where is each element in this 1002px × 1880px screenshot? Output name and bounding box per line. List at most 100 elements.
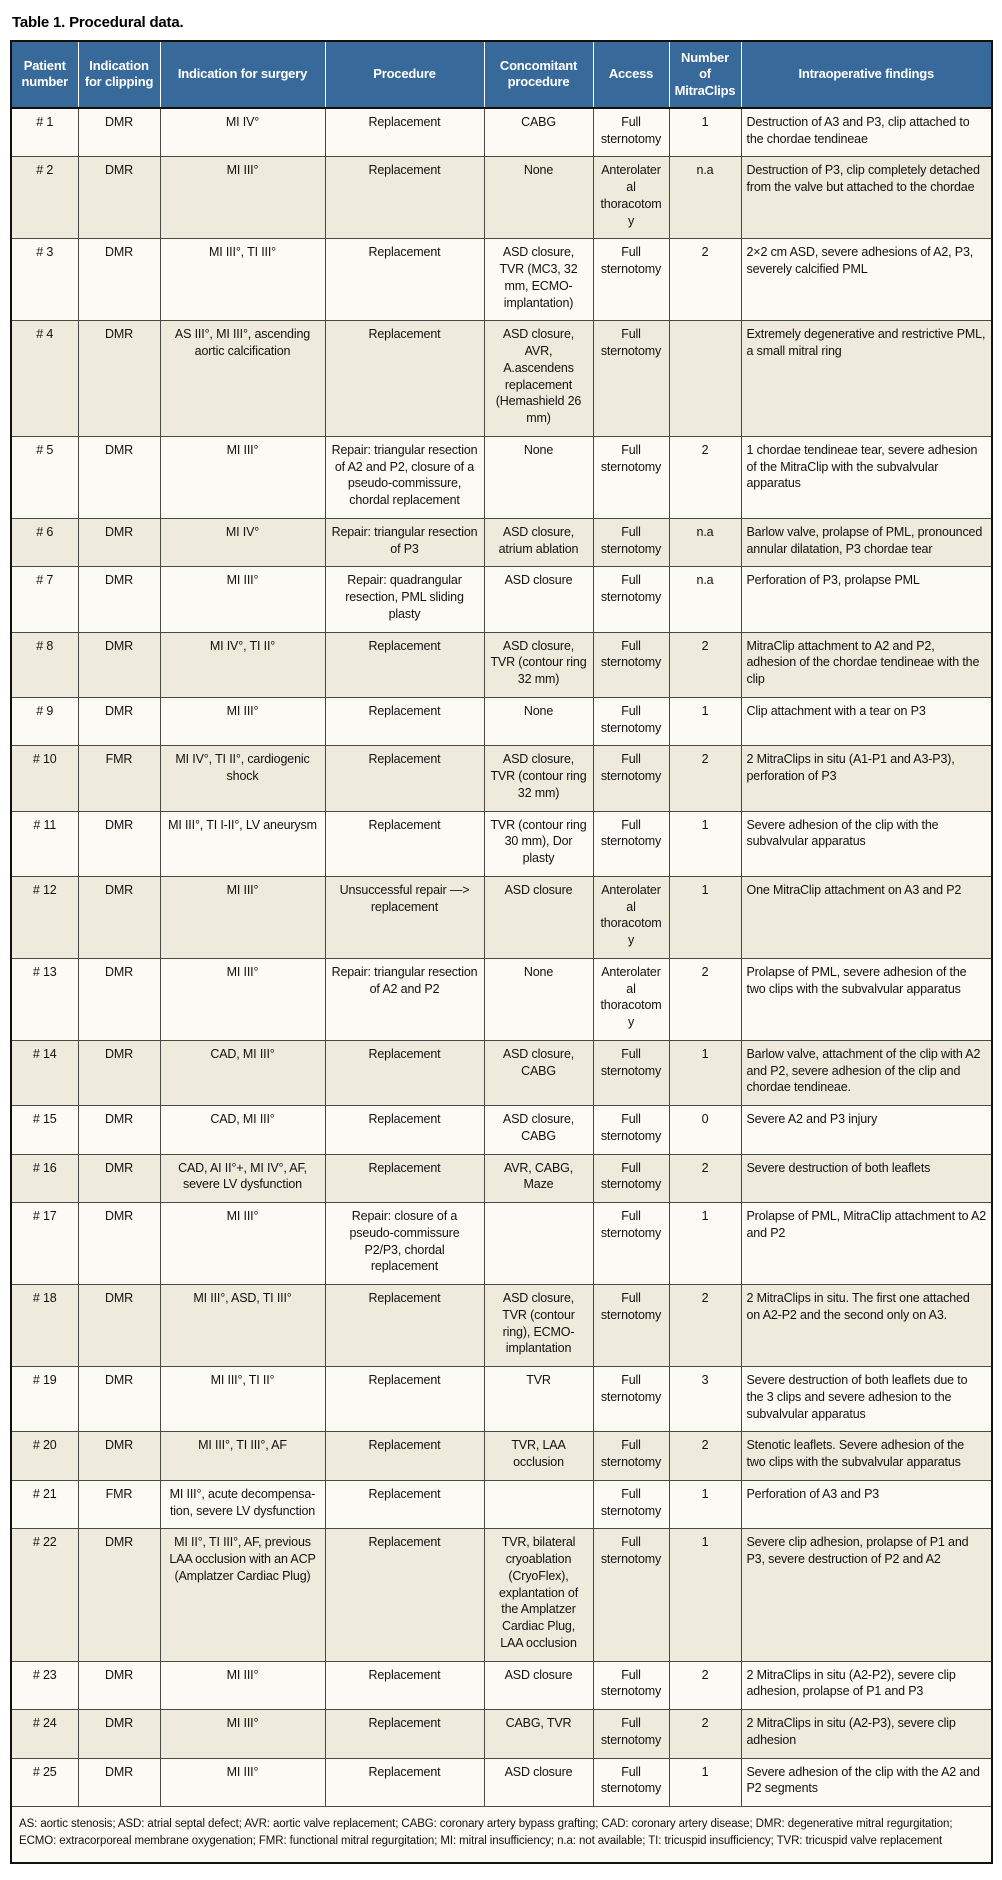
cell-number-of-mitraclips: 3 <box>668 1365 742 1433</box>
cell-patient-number: # 15 <box>10 1105 79 1155</box>
cell-concomitant-procedure: ASD closure, TVR (MC3, 32 mm, ECMO-impla… <box>483 238 594 322</box>
table-row: # 10 FMR MI IV°, TI II°, cardiogenic shock… <box>10 745 993 812</box>
cell-concomitant-procedure: None <box>483 435 594 519</box>
cell-indication-for-clipping: DMR <box>77 1757 161 1807</box>
cell-number-of-mitraclips: 2 <box>668 1153 742 1203</box>
cell-access: Full sternotomy <box>592 238 670 322</box>
cell-access: Full sternotomy <box>592 1039 670 1107</box>
cell-concomitant-procedure: CABG, TVR <box>483 1709 594 1759</box>
cell-intraoperative-findings: 1 chordae tendineae tear, severe adhesio… <box>740 435 993 519</box>
cell-indication-for-clipping: DMR <box>77 875 161 959</box>
cell-access: Full sternotomy <box>592 1431 670 1481</box>
cell-indication-for-surgery: MI III°, TI III° <box>159 238 326 322</box>
cell-indication-for-surgery: MI III° <box>159 1757 326 1807</box>
table-row: # 4 DMR AS III°, MI III°, ascending aortic… <box>10 320 993 437</box>
cell-patient-number: # 6 <box>10 517 79 568</box>
cell-procedure: Replacement <box>324 1039 485 1107</box>
cell-access: Full sternotomy <box>592 320 670 437</box>
cell-number-of-mitraclips: 2 <box>668 1660 742 1710</box>
cell-procedure: Replacement <box>324 631 485 698</box>
cell-procedure: Replacement <box>324 238 485 322</box>
cell-patient-number: # 24 <box>10 1709 79 1759</box>
cell-number-of-mitraclips <box>668 320 742 437</box>
cell-indication-for-surgery: CAD, MI III° <box>159 1105 326 1155</box>
table-row: # 8 DMR MI IV°, TI II° Replacement ASD closu… <box>10 631 993 698</box>
cell-concomitant-procedure: ASD closure <box>483 566 594 633</box>
cell-number-of-mitraclips: 1 <box>668 1202 742 1285</box>
cell-indication-for-surgery: MI III° <box>159 566 326 633</box>
table-row: # 23 DMR MI III° Replacement ASD closure Full… <box>10 1660 993 1710</box>
cell-indication-for-surgery: MI III° <box>159 1202 326 1285</box>
table-row: # 20 DMR MI III°, TI III°, AF Replacement TV… <box>10 1431 993 1481</box>
table-header: Patient number Indication for clipping Ind… <box>11 41 992 109</box>
cell-patient-number: # 5 <box>10 435 79 519</box>
cell-indication-for-clipping: DMR <box>77 156 161 240</box>
cell-intraoperative-findings: Destruction of A3 and P3, clip attached … <box>740 107 993 158</box>
cell-procedure: Replacement <box>324 696 485 747</box>
cell-access: Full sternotomy <box>592 631 670 698</box>
cell-indication-for-surgery: MI III°, TI II° <box>159 1365 326 1433</box>
cell-concomitant-procedure: ASD closure <box>483 875 594 959</box>
table-row: # 11 DMR MI III°, TI I-II°, LV aneurysm Rep… <box>10 810 993 877</box>
cell-intraoperative-findings: Severe destruction of both leaflets <box>740 1153 993 1203</box>
cell-indication-for-surgery: CAD, AI II°+, MI IV°, AF, severe LV dysf… <box>159 1153 326 1203</box>
cell-patient-number: # 7 <box>10 566 79 633</box>
cell-procedure: Replacement <box>324 1431 485 1481</box>
cell-indication-for-surgery: MI IV°, TI II° <box>159 631 326 698</box>
cell-procedure: Replacement <box>324 1660 485 1710</box>
cell-intraoperative-findings: 2 MitraClips in situ (A1-P1 and A3-P3), … <box>740 745 993 812</box>
table-row: # 16 DMR CAD, AI II°+, MI IV°, AF, severe … <box>10 1153 993 1203</box>
cell-indication-for-clipping: DMR <box>77 238 161 322</box>
cell-indication-for-surgery: MI IV°, TI II°, cardiogenic shock <box>159 745 326 812</box>
cell-number-of-mitraclips: 1 <box>668 107 742 158</box>
cell-number-of-mitraclips: 2 <box>668 631 742 698</box>
cell-indication-for-surgery: MI III° <box>159 1660 326 1710</box>
cell-procedure: Replacement <box>324 1153 485 1203</box>
cell-indication-for-surgery: MI III° <box>159 156 326 240</box>
cell-procedure: Replacement <box>324 1709 485 1759</box>
cell-intraoperative-findings: Barlow valve, attachment of the clip wit… <box>740 1039 993 1107</box>
cell-concomitant-procedure: None <box>483 957 594 1041</box>
table-row: # 18 DMR MI III°, ASD, TI III° Replacement A… <box>10 1284 993 1367</box>
table-footer: AS: aortic stenosis; ASD: atrial septal … <box>10 1806 993 1863</box>
cell-patient-number: # 4 <box>10 320 79 437</box>
table-row: # 21 FMR MI III°, acute decompensa­tion, s… <box>10 1479 993 1530</box>
column-header-number-of-mitraclips: Number of MitraClips <box>669 41 742 109</box>
cell-indication-for-clipping: FMR <box>77 745 161 812</box>
cell-concomitant-procedure: ASD closure, TVR (contour ring 32 mm) <box>483 631 594 698</box>
cell-indication-for-surgery: MI III° <box>159 696 326 747</box>
cell-indication-for-clipping: DMR <box>77 957 161 1041</box>
table-row: # 14 DMR CAD, MI III° Replacement ASD closur… <box>10 1039 993 1107</box>
cell-concomitant-procedure <box>483 1479 594 1530</box>
cell-patient-number: # 10 <box>10 745 79 812</box>
cell-concomitant-procedure: TVR, bilateral cryoablation (CryoFlex), … <box>483 1528 594 1662</box>
cell-indication-for-surgery: MI II°, TI III°, AF, previous LAA occlus… <box>159 1528 326 1662</box>
cell-indication-for-surgery: MI III° <box>159 875 326 959</box>
cell-indication-for-surgery: MI IV° <box>159 517 326 568</box>
cell-patient-number: # 16 <box>10 1153 79 1203</box>
cell-number-of-mitraclips: 1 <box>668 696 742 747</box>
cell-access: Full sternotomy <box>592 1660 670 1710</box>
cell-indication-for-surgery: MI III° <box>159 1709 326 1759</box>
cell-concomitant-procedure: ASD closure, TVR (contour ring 32 mm) <box>483 745 594 812</box>
procedural-data-table: Patient number Indication for clipping Ind… <box>10 40 993 1864</box>
cell-access: Full sternotomy <box>592 107 670 158</box>
cell-access: Anterolateral thoracotomy <box>592 156 670 240</box>
cell-procedure: Unsuccessful repair —> replacement <box>324 875 485 959</box>
table-row: # 1 DMR MI IV° Replacement CABG Full sternoto… <box>10 107 993 158</box>
cell-access: Full sternotomy <box>592 696 670 747</box>
table-row: # 25 DMR MI III° Replacement ASD closure Full… <box>10 1757 993 1807</box>
table-row: # 19 DMR MI III°, TI II° Replacement TVR Full… <box>10 1365 993 1433</box>
cell-access: Anterolateral thoracotomy <box>592 957 670 1041</box>
cell-number-of-mitraclips: 2 <box>668 238 742 322</box>
cell-procedure: Replacement <box>324 320 485 437</box>
cell-intraoperative-findings: Stenotic leaflets. Severe adhesion of th… <box>740 1431 993 1481</box>
cell-concomitant-procedure: ASD closure <box>483 1757 594 1807</box>
cell-indication-for-clipping: DMR <box>77 1202 161 1285</box>
cell-indication-for-surgery: MI III° <box>159 435 326 519</box>
cell-number-of-mitraclips: n.a <box>668 156 742 240</box>
cell-concomitant-procedure: TVR <box>483 1365 594 1433</box>
table-title: Table 1. Procedural data. <box>12 14 184 31</box>
cell-access: Full sternotomy <box>592 1105 670 1155</box>
